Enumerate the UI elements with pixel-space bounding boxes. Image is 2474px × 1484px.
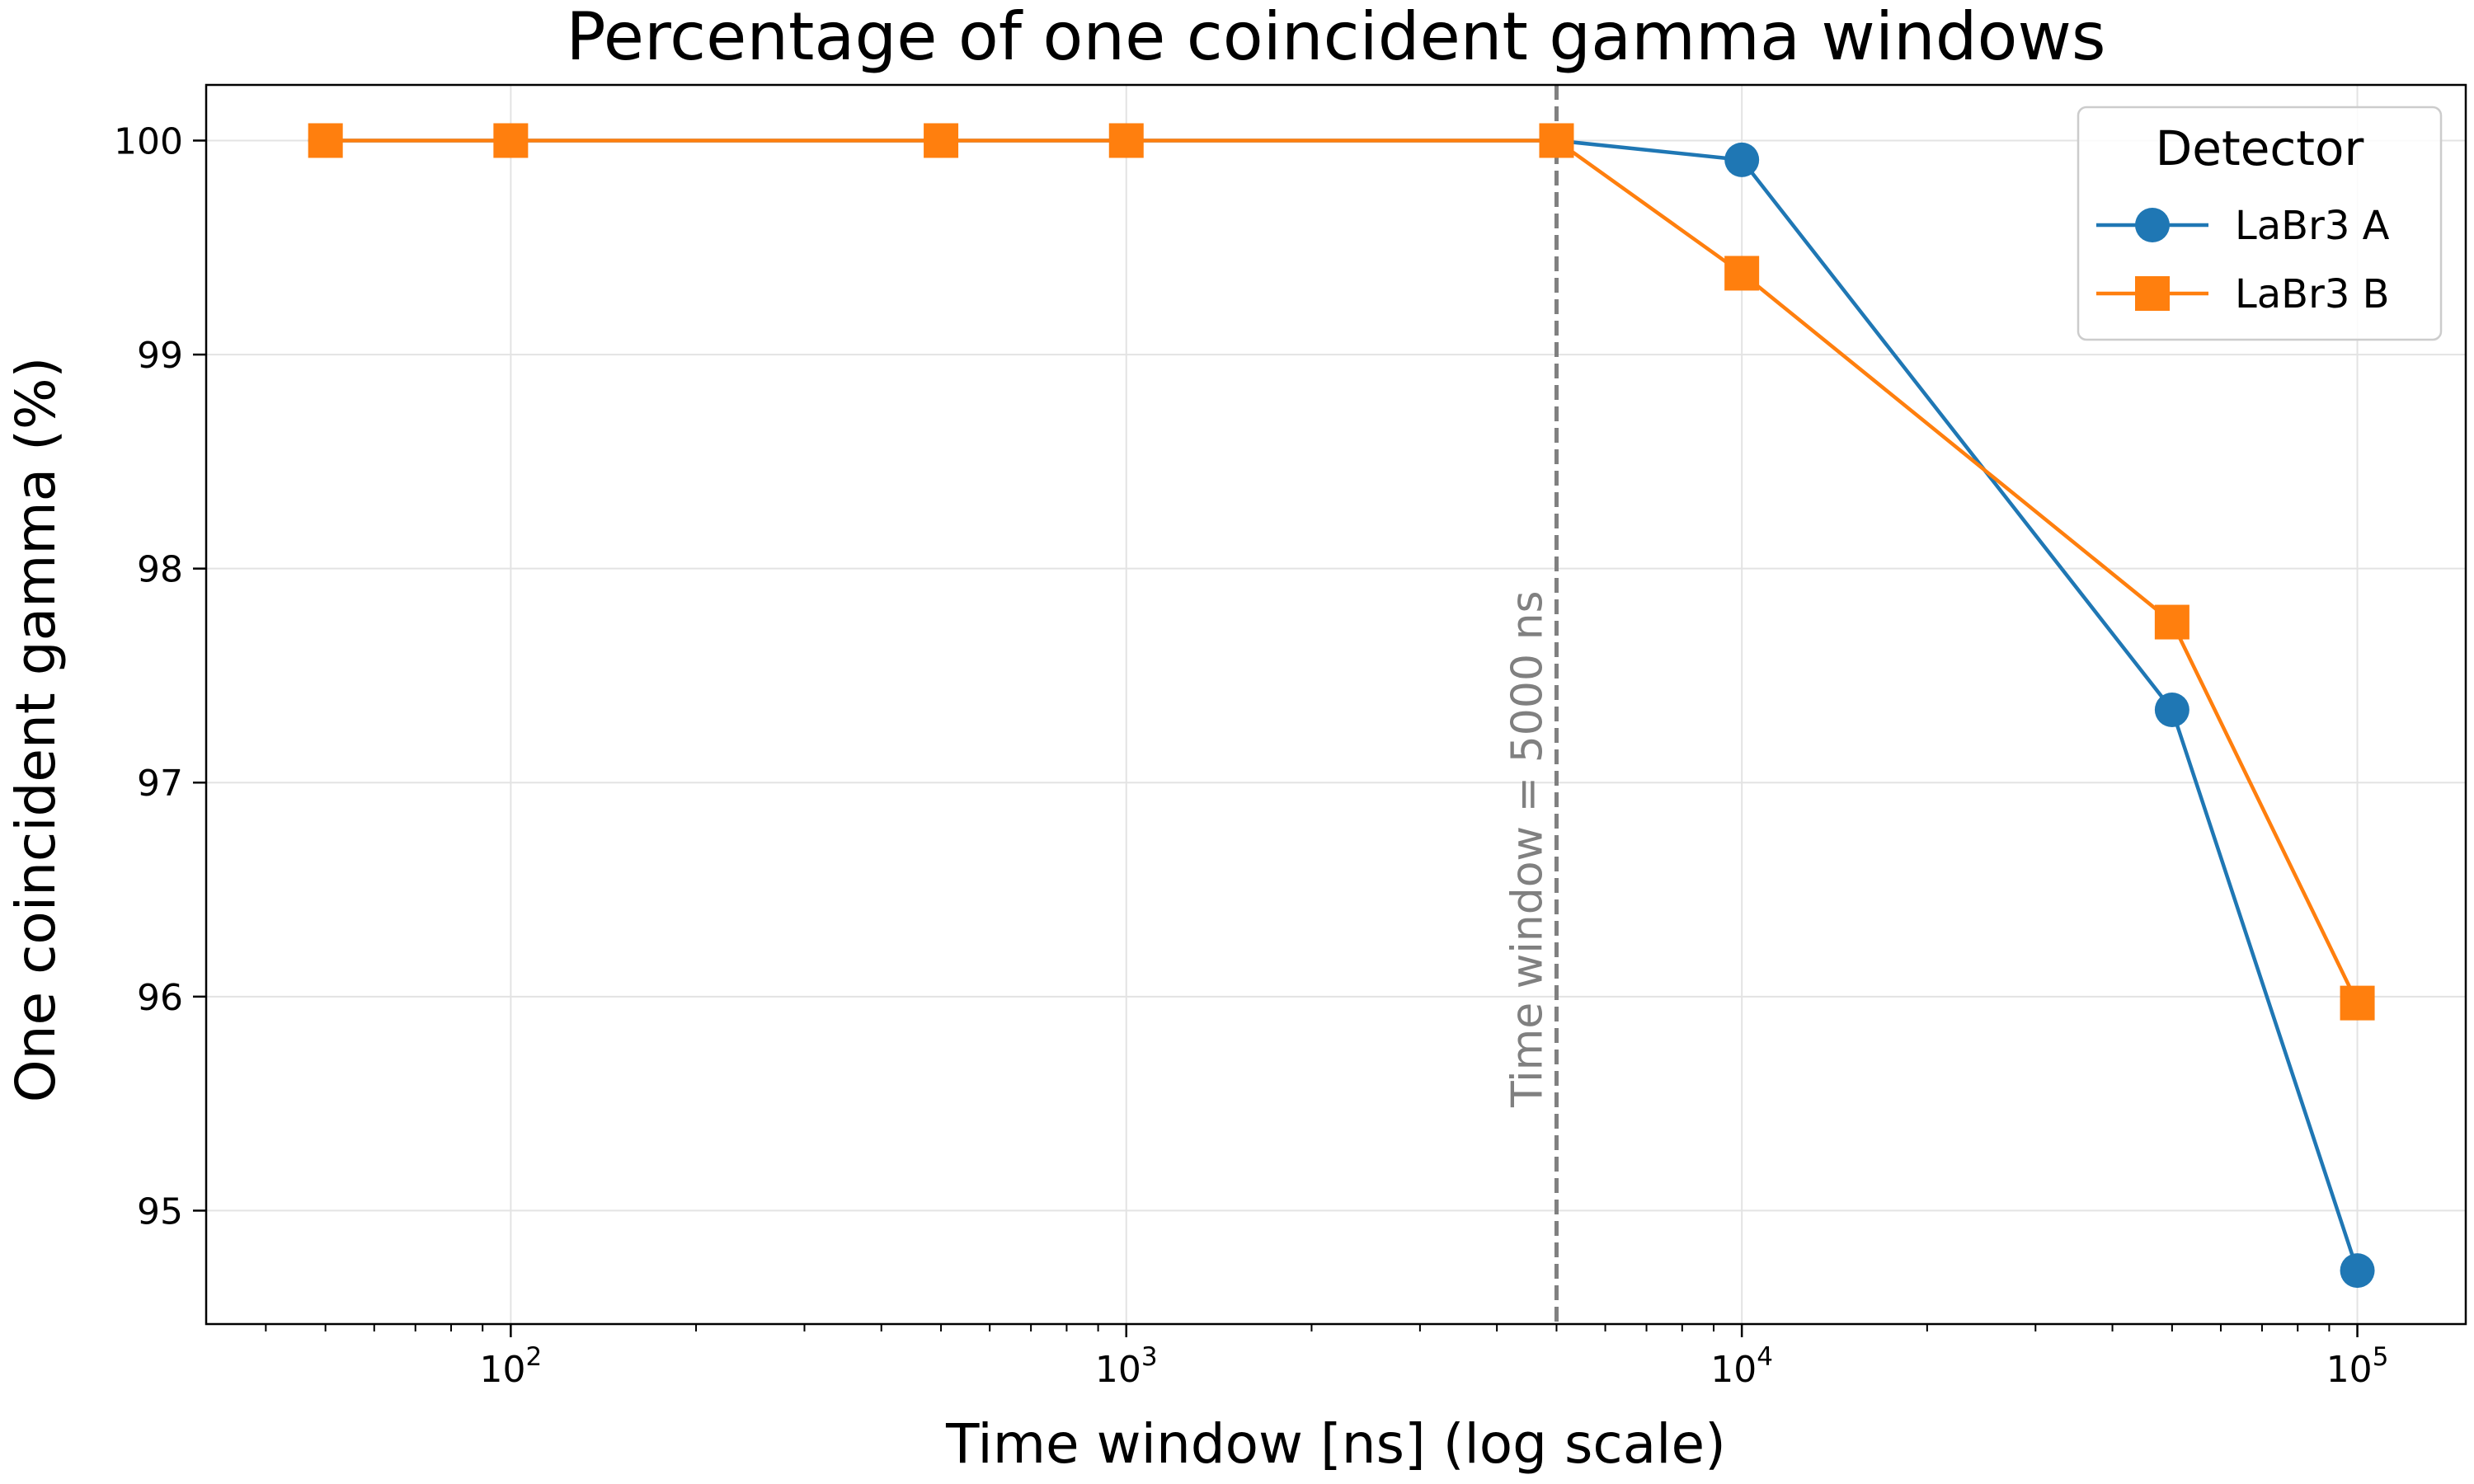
x-tick-label: 103 <box>1095 1342 1158 1391</box>
x-tick-label: 102 <box>479 1342 542 1391</box>
x-tick-label: 105 <box>2326 1342 2389 1391</box>
data-point-labr3-a <box>2154 692 2189 727</box>
legend-label-labr3-b: LaBr3 B <box>2235 271 2390 317</box>
y-tick-label: 98 <box>137 549 183 591</box>
y-tick-label: 95 <box>137 1190 183 1233</box>
y-tick-label: 97 <box>137 763 183 805</box>
data-point-labr3-b <box>1108 123 1144 158</box>
data-point-labr3-b <box>493 123 529 158</box>
x-tick-label: 104 <box>1710 1342 1773 1391</box>
legend-title: Detector <box>2156 120 2364 176</box>
data-point-labr3-b <box>2154 604 2189 640</box>
data-point-labr3-b <box>308 123 343 158</box>
data-point-labr3-b <box>2340 985 2375 1021</box>
series-line-labr3-b <box>325 139 2359 1004</box>
reference-line-label: Time window = 5000 ns <box>1503 590 1552 1108</box>
x-axis-label: Time window [ns] (log scale) <box>945 1412 1726 1476</box>
axes: 102 103 104 105 95 96 97 98 99 100 <box>114 120 2388 1391</box>
data-point-labr3-a <box>1724 142 1760 177</box>
series-group <box>308 123 2375 1289</box>
y-tick-label: 99 <box>137 335 183 377</box>
y-tick-label: 96 <box>137 977 183 1019</box>
data-point-labr3-b <box>1539 123 1574 158</box>
legend-marker-labr3-a <box>2135 208 2170 242</box>
data-point-labr3-b <box>924 123 959 158</box>
legend-label-labr3-a: LaBr3 A <box>2235 203 2390 249</box>
y-axis-label: One coincident gamma (%) <box>4 357 68 1103</box>
legend-marker-labr3-b <box>2135 276 2170 311</box>
data-point-labr3-b <box>1724 256 1760 291</box>
reference-line-group: Time window = 5000 ns <box>1503 85 1559 1324</box>
y-tick-label: 100 <box>114 120 183 162</box>
chart-title: Percentage of one coincident gamma windo… <box>566 0 2105 75</box>
legend: Detector LaBr3 A LaBr3 B <box>2077 106 2443 341</box>
plot-frame <box>205 83 2467 1326</box>
data-point-labr3-a <box>2340 1253 2375 1289</box>
